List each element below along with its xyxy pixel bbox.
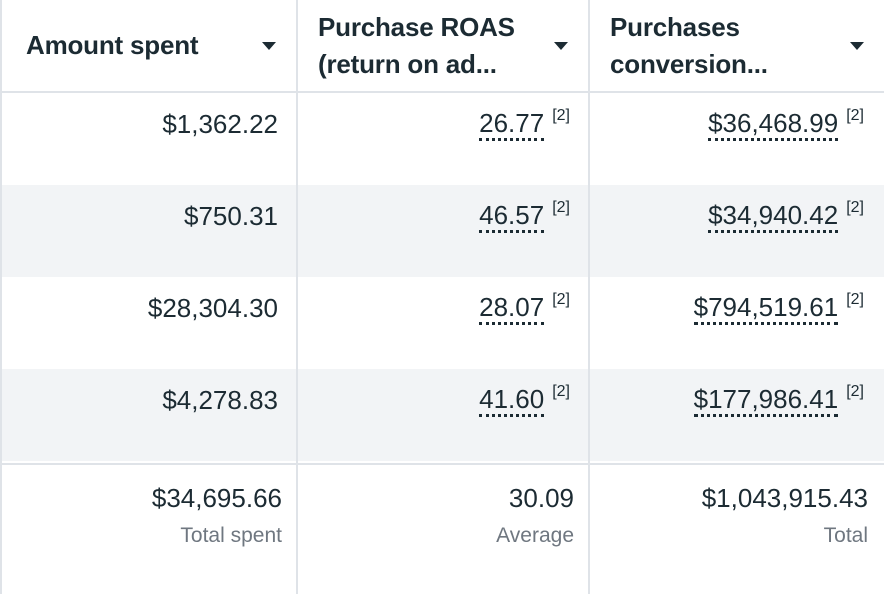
column-title-line2: conversion... <box>610 48 768 79</box>
summary-amount-cell: $34,695.66 Total spent <box>6 465 296 548</box>
roas-cell: 46.57 [2] <box>298 185 588 277</box>
column-title-line2: (return on ad... <box>318 48 497 79</box>
column-header-amount-spent[interactable]: Amount spent <box>6 0 296 91</box>
caret-down-icon[interactable] <box>262 41 276 50</box>
caret-down-icon[interactable] <box>554 41 568 50</box>
column-header-purchase-roas[interactable]: Purchase ROAS (return on ad... <box>298 0 588 91</box>
footnote-marker[interactable]: [2] <box>552 107 570 124</box>
footnote-marker[interactable]: [2] <box>552 291 570 308</box>
column-title-line1: Purchases <box>610 11 740 42</box>
footnote-marker[interactable]: [2] <box>846 107 864 124</box>
footnote-marker[interactable]: [2] <box>846 199 864 216</box>
summary-amount-label: Total spent <box>180 524 282 547</box>
amount-cell: $28,304.30 <box>6 277 296 369</box>
roas-value-link[interactable]: 28.07 <box>479 293 545 325</box>
footnote-marker[interactable]: [2] <box>552 199 570 216</box>
conversion-value-link[interactable]: $177,986.41 <box>693 385 839 417</box>
summary-roas-cell: 30.09 Average <box>298 465 588 548</box>
column-divider[interactable] <box>296 0 298 594</box>
summary-row: $34,695.66 Total spent 30.09 Average $1,… <box>0 463 884 594</box>
column-divider[interactable] <box>588 0 590 594</box>
column-title: Purchase ROAS (return on ad... <box>318 9 546 83</box>
conversion-cell: $177,986.41 [2] <box>590 369 884 461</box>
conversion-value-link[interactable]: $36,468.99 <box>708 109 839 141</box>
column-title: Amount spent <box>26 30 199 60</box>
amount-value: $750.31 <box>184 201 278 231</box>
caret-down-icon[interactable] <box>850 41 864 50</box>
table-row: $1,362.22 26.77 [2] $36,468.99 [2] <box>0 93 884 185</box>
summary-roas-label: Average <box>496 524 574 547</box>
conversion-cell: $34,940.42 [2] <box>590 185 884 277</box>
roas-value-link[interactable]: 41.60 <box>479 385 545 417</box>
roas-cell: 28.07 [2] <box>298 277 588 369</box>
footnote-marker[interactable]: [2] <box>846 383 864 400</box>
amount-value: $4,278.83 <box>162 385 278 415</box>
table-row: $28,304.30 28.07 [2] $794,519.61 [2] <box>0 277 884 369</box>
summary-conversion-cell: $1,043,915.43 Total <box>590 465 884 548</box>
table-left-edge <box>0 0 2 594</box>
conversion-value-link[interactable]: $794,519.61 <box>693 293 839 325</box>
amount-cell: $4,278.83 <box>6 369 296 461</box>
table-row: $4,278.83 41.60 [2] $177,986.41 [2] <box>0 369 884 461</box>
roas-value-link[interactable]: 46.57 <box>479 201 545 233</box>
amount-value: $28,304.30 <box>147 293 278 323</box>
roas-value-link[interactable]: 26.77 <box>479 109 545 141</box>
footnote-marker[interactable]: [2] <box>846 291 864 308</box>
roas-cell: 26.77 [2] <box>298 93 588 185</box>
table-row: $750.31 46.57 [2] $34,940.42 [2] <box>0 185 884 277</box>
conversion-cell: $36,468.99 [2] <box>590 93 884 185</box>
conversion-value-link[interactable]: $34,940.42 <box>708 201 839 233</box>
amount-cell: $1,362.22 <box>6 93 296 185</box>
column-title: Purchases conversion... <box>610 9 842 83</box>
amount-value: $1,362.22 <box>162 109 278 139</box>
column-header-purchases-conversion[interactable]: Purchases conversion... <box>590 0 884 91</box>
summary-conversion-label: Total <box>823 524 868 547</box>
summary-roas-value: 30.09 <box>508 483 574 513</box>
table-header: Amount spent Purchase ROAS (return on ad… <box>0 0 884 93</box>
conversion-cell: $794,519.61 [2] <box>590 277 884 369</box>
amount-cell: $750.31 <box>6 185 296 277</box>
summary-conversion-value: $1,043,915.43 <box>701 483 868 513</box>
roas-cell: 41.60 [2] <box>298 369 588 461</box>
footnote-marker[interactable]: [2] <box>552 383 570 400</box>
column-title-line1: Purchase ROAS <box>318 11 515 42</box>
summary-amount-value: $34,695.66 <box>151 483 282 513</box>
